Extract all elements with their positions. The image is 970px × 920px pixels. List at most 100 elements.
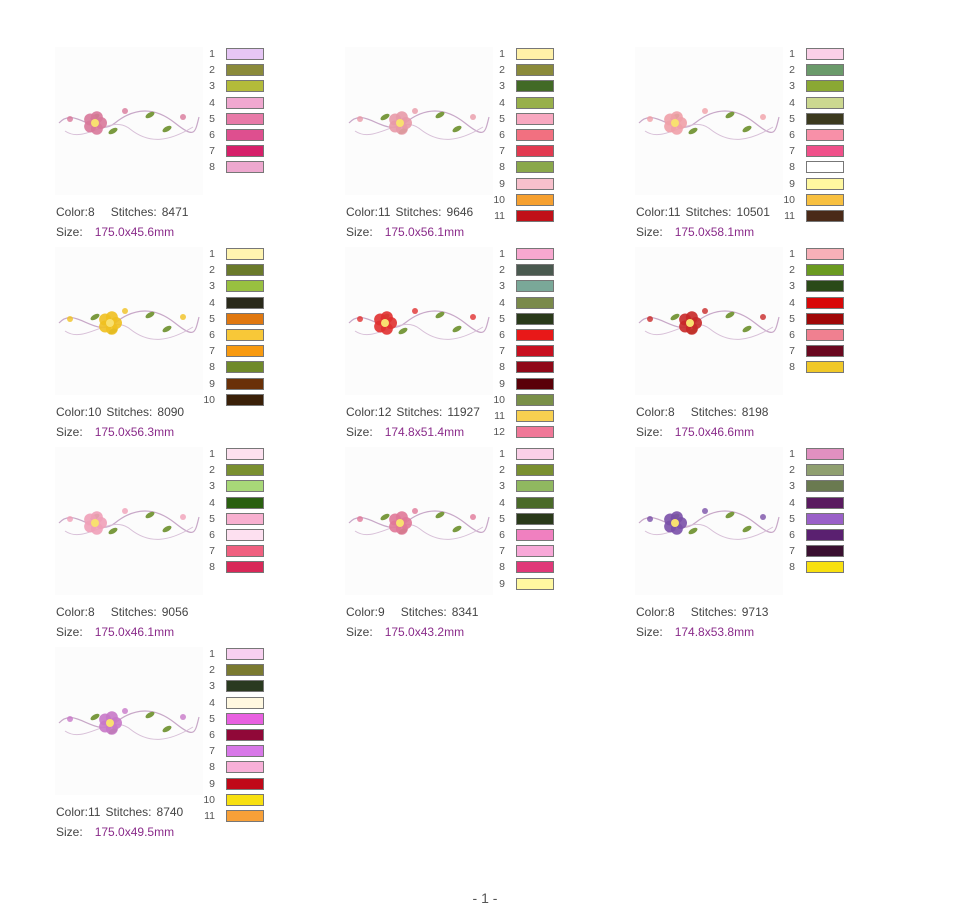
swatch-number: 4 [789,96,795,109]
swatch-number: 5 [789,112,795,125]
color-palette: 1 2 3 4 5 6 7 8 9 10 11 [203,647,273,825]
palette-row: 7 [203,144,273,160]
color-swatch [806,80,844,93]
palette-row: 10 [493,393,563,409]
palette-row: 1 [203,47,273,63]
color-label: Color: [56,405,89,419]
stitches-label: Stitches: [400,605,447,619]
swatch-number: 1 [789,48,795,60]
size-line: Size: 175.0x58.1mm [636,225,754,239]
color-swatch [806,361,844,374]
color-palette: 1 2 3 4 5 6 7 8 9 10 11 [783,47,853,225]
palette-row: 5 [783,312,853,328]
palette-row: 7 [203,344,273,360]
palette-row: 3 [783,479,853,495]
palette-row: 3 [203,279,273,295]
size-value: 175.0x49.5mm [94,825,175,839]
palette-row: 3 [493,79,563,95]
swatch-number: 3 [789,280,795,293]
swatch-number: 6 [209,528,215,541]
color-swatch [806,345,844,358]
palette-row: 6 [493,128,563,144]
palette-row: 6 [203,728,273,744]
color-swatch [226,448,264,460]
palette-row: 2 [203,263,273,279]
size-label: Size: [346,625,373,639]
size-label: Size: [346,225,373,239]
swatch-number: 7 [789,545,795,558]
palette-row: 5 [783,512,853,528]
color-stitches-line: Color:11 Stitches: 9646 [346,205,473,219]
swatch-number: 3 [499,280,505,293]
palette-row: 6 [783,528,853,544]
swatch-number: 5 [209,312,215,325]
swatch-number: 3 [789,80,795,93]
swatch-number: 6 [789,328,795,341]
color-stitches-line: Color:9 Stitches: 8341 [346,605,478,619]
palette-row: 5 [493,112,563,128]
swatch-number: 7 [789,345,795,358]
swatch-number: 1 [499,448,505,460]
swatch-number: 2 [789,264,795,277]
swatch-number: 2 [789,464,795,477]
swatch-number: 6 [209,328,215,341]
color-swatch [516,80,554,93]
page-number: - 1 - [472,890,498,906]
color-swatch [516,248,554,260]
design-thumbnail [345,47,493,195]
swatch-number: 3 [209,80,215,93]
swatch-number: 5 [499,312,505,325]
color-swatch [516,193,554,206]
color-swatch [226,696,264,709]
stitches-count: 9646 [446,205,474,219]
design-thumbnail [635,447,783,595]
color-swatch [226,80,264,93]
swatch-number: 8 [789,561,795,574]
palette-row: 7 [493,344,563,360]
color-swatch [806,448,844,460]
palette-row: 1 [493,447,563,463]
color-swatch [516,128,554,141]
size-value: 174.8x53.8mm [674,625,755,639]
design-thumbnail [55,647,203,795]
color-swatch [516,209,554,222]
color-swatch [806,280,844,293]
color-swatch [516,264,554,277]
palette-row: 2 [493,263,563,279]
swatch-number: 7 [789,145,795,158]
color-swatch [226,561,264,574]
swatch-number: 5 [209,112,215,125]
palette-row: 1 [493,247,563,263]
stitches-label: Stitches: [690,605,737,619]
stitches-count: 8471 [161,205,189,219]
swatch-number: 4 [499,296,505,309]
swatch-number: 11 [494,209,505,222]
size-label: Size: [56,825,83,839]
color-swatch [226,377,264,390]
color-swatch [516,280,554,293]
color-label: Color: [636,605,669,619]
size-line: Size: 175.0x49.5mm [56,825,174,839]
stitches-label: Stitches: [106,405,153,419]
palette-row: 2 [783,463,853,479]
palette-row: 6 [783,328,853,344]
color-stitches-line: Color:8 Stitches: 9713 [636,605,768,619]
swatch-number: 10 [203,793,215,806]
color-stitches-line: Color:11 Stitches: 8740 [56,805,183,819]
swatch-number: 4 [499,496,505,509]
swatch-number: 8 [789,161,795,174]
swatch-number: 3 [209,280,215,293]
stitches-label: Stitches: [395,205,442,219]
swatch-number: 1 [209,448,215,460]
size-label: Size: [56,425,83,439]
swatch-number: 8 [209,361,215,374]
palette-row: 8 [203,360,273,376]
palette-row: 4 [783,296,853,312]
swatch-number: 7 [209,145,215,158]
color-swatch [516,361,554,374]
size-value: 175.0x43.2mm [384,625,465,639]
palette-row: 4 [203,96,273,112]
size-value: 175.0x56.3mm [94,425,175,439]
palette-row: 8 [783,360,853,376]
palette-row: 2 [493,63,563,79]
